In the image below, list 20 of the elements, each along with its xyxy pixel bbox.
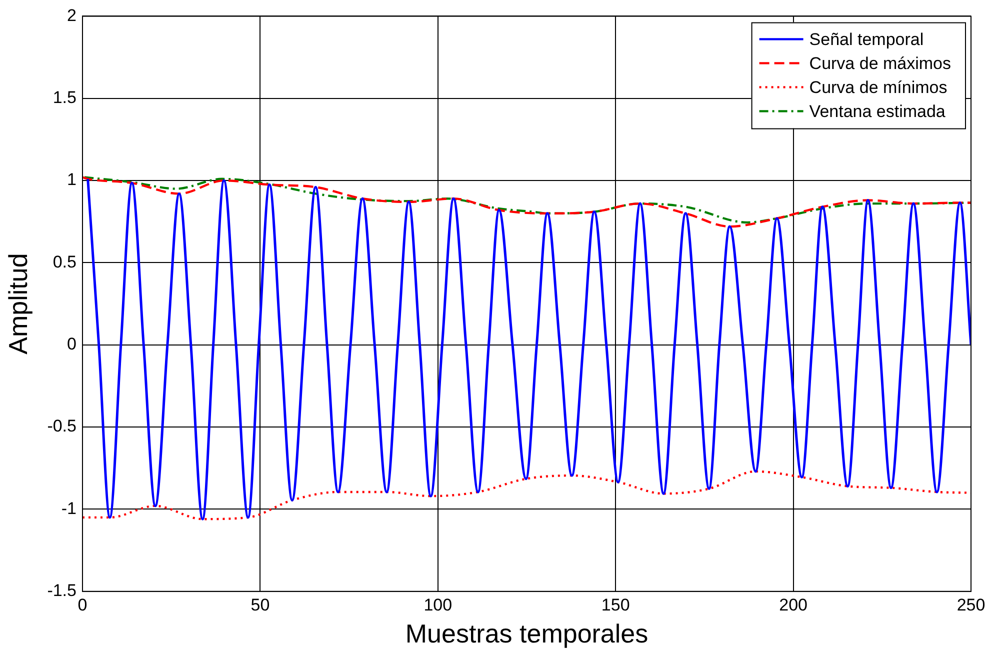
x-tick-label: 150 bbox=[601, 595, 630, 614]
x-tick-label: 100 bbox=[424, 595, 452, 614]
y-tick-label: -0.5 bbox=[47, 416, 76, 436]
legend-label: Curva de máximos bbox=[809, 54, 952, 73]
y-axis-title: Amplitud bbox=[2, 253, 33, 354]
y-tick-label: 1.5 bbox=[52, 88, 76, 108]
x-tick-label: 250 bbox=[956, 595, 986, 614]
x-tick-label: 50 bbox=[250, 595, 270, 614]
y-tick-label: -1.5 bbox=[47, 581, 76, 600]
y-tick-label: 1 bbox=[67, 170, 76, 190]
legend-label: Ventana estimada bbox=[809, 102, 946, 121]
y-tick-label: 0 bbox=[67, 334, 76, 354]
y-tick-label: 2 bbox=[67, 6, 76, 25]
line-series bbox=[86, 178, 971, 520]
x-axis-title: Muestras temporales bbox=[405, 618, 648, 649]
x-tick-label: 200 bbox=[779, 595, 808, 614]
legend-label: Señal temporal bbox=[809, 30, 924, 49]
y-tick-label: 0.5 bbox=[52, 252, 76, 272]
legend-label: Curva de mínimos bbox=[809, 78, 948, 97]
y-tick-label: -1 bbox=[61, 498, 76, 518]
